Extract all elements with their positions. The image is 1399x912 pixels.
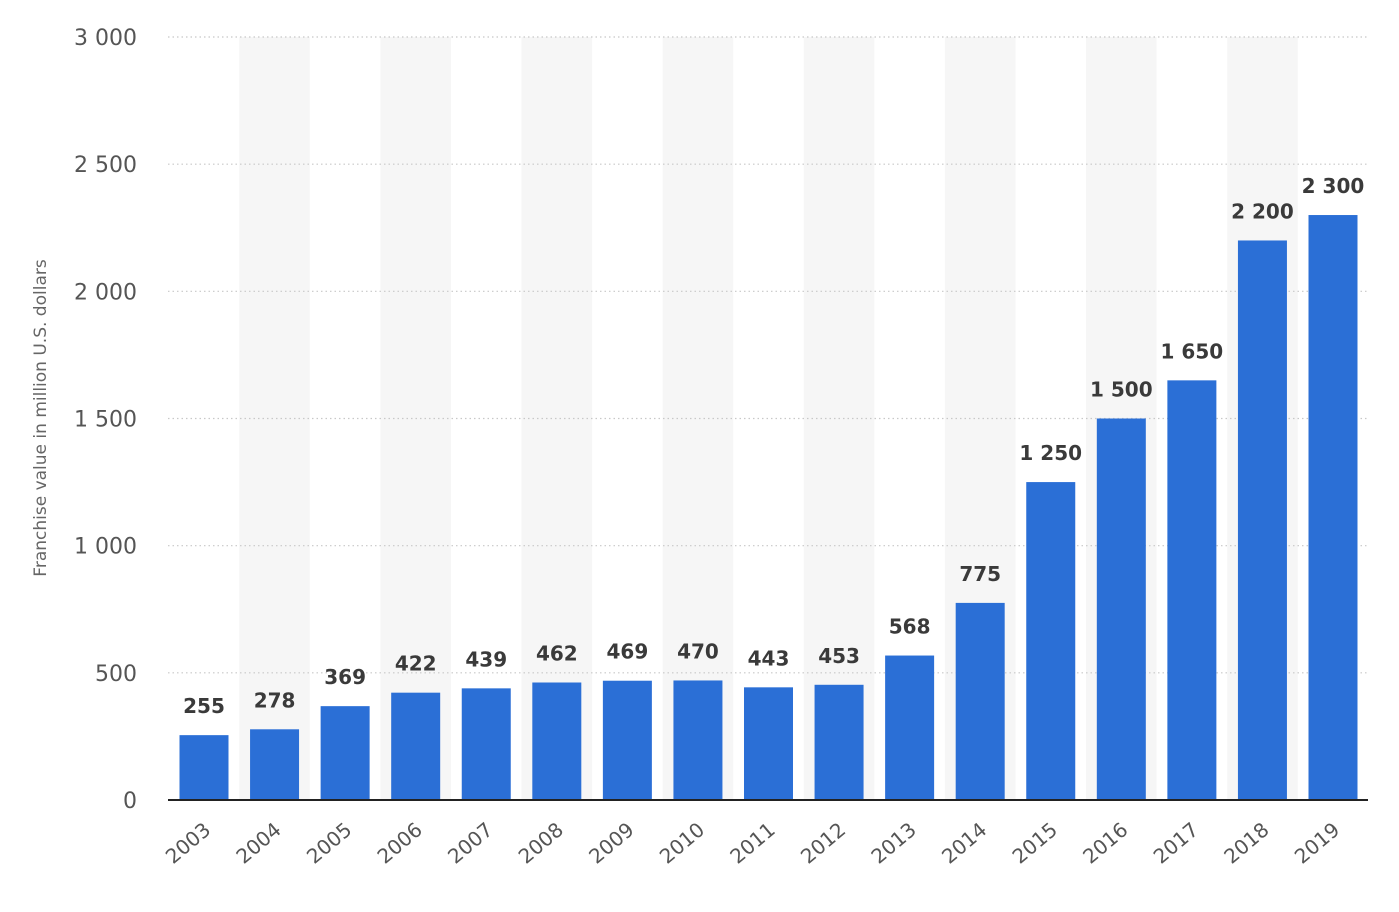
- bar: [1237, 240, 1287, 800]
- data-label: 462: [536, 641, 578, 665]
- data-label: 2 200: [1231, 199, 1294, 223]
- data-label: 1 650: [1161, 339, 1224, 363]
- x-tick-label: 2009: [584, 817, 638, 868]
- x-tick-label: 2003: [161, 817, 215, 868]
- bar: [250, 729, 300, 800]
- x-tick-label: 2008: [514, 817, 568, 868]
- bar: [814, 684, 864, 800]
- data-label: 775: [959, 562, 1001, 586]
- bar: [1026, 482, 1076, 800]
- y-tick-label: 3 000: [74, 26, 137, 51]
- bar: [744, 687, 793, 800]
- x-tick-label: 2018: [1219, 817, 1273, 868]
- y-tick-label: 1 500: [74, 408, 137, 433]
- bar: [673, 680, 723, 800]
- bar: [179, 735, 229, 800]
- data-label: 453: [818, 644, 860, 668]
- bar: [885, 655, 935, 800]
- x-tick-label: 2013: [866, 817, 920, 868]
- bar: [1167, 380, 1217, 800]
- x-tick-label: 2006: [372, 817, 426, 868]
- data-label: 2 300: [1302, 174, 1365, 198]
- data-label: 1 250: [1019, 441, 1082, 465]
- y-axis-ticks: 0 500 1 000 1 500 2 000 2 500 3 000: [74, 26, 137, 814]
- data-label: 469: [607, 640, 649, 664]
- bars: [179, 215, 1358, 801]
- x-tick-label: 2007: [443, 817, 497, 868]
- bar: [602, 680, 652, 800]
- x-tick-label: 2014: [937, 817, 991, 868]
- y-tick-label: 1 000: [74, 535, 137, 560]
- bar: [1308, 215, 1358, 801]
- x-tick-label: 2004: [231, 817, 285, 868]
- x-tick-label: 2010: [655, 817, 709, 868]
- data-label: 1 500: [1090, 378, 1153, 402]
- bar: [391, 692, 441, 800]
- data-label: 422: [395, 652, 437, 676]
- data-label: 439: [465, 647, 507, 671]
- y-tick-label: 2 500: [74, 153, 137, 178]
- data-label: 443: [748, 646, 790, 670]
- y-axis-label: Franchise value in million U.S. dollars: [31, 259, 51, 577]
- x-tick-label: 2005: [302, 817, 356, 868]
- column-band: [662, 37, 734, 800]
- x-tick-label: 2011: [725, 817, 779, 868]
- x-tick-label: 2017: [1149, 817, 1203, 868]
- data-label: 470: [677, 639, 719, 663]
- bar: [461, 688, 511, 800]
- x-axis-ticks: 2003 2004 2005 2006 2007 2008 2009 2010 2011 2012…: [161, 817, 1344, 868]
- data-label: 255: [183, 694, 225, 718]
- data-label: 278: [254, 688, 296, 712]
- y-tick-label: 2 000: [74, 280, 137, 305]
- x-tick-label: 2015: [1008, 817, 1062, 868]
- x-tick-label: 2019: [1290, 817, 1344, 868]
- x-tick-label: 2016: [1078, 817, 1132, 868]
- bar: [1096, 418, 1146, 800]
- column-band: [239, 37, 310, 800]
- data-label: 568: [889, 615, 931, 639]
- data-label: 369: [324, 665, 366, 689]
- bar: [955, 602, 1005, 800]
- y-tick-label: 500: [95, 662, 137, 687]
- y-tick-label: 0: [123, 789, 137, 814]
- data-labels: 255 278 369 422 439 462 469 470 443 453 568 775 1 25…: [183, 174, 1364, 718]
- x-tick-label: 2012: [796, 817, 850, 868]
- bar: [532, 682, 582, 800]
- bar: [320, 706, 370, 800]
